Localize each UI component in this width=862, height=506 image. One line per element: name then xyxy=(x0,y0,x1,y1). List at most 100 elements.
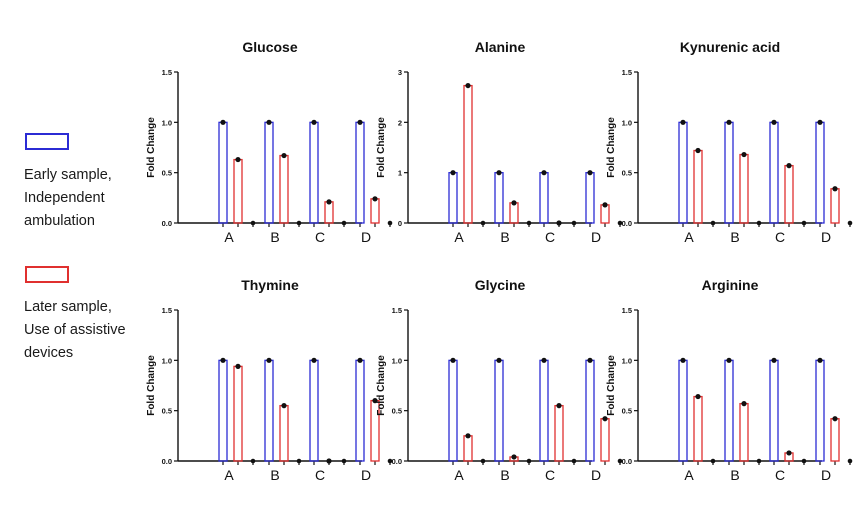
x-tick-label: D xyxy=(821,467,831,483)
point-zero xyxy=(617,220,623,226)
bar-later-C xyxy=(784,164,794,224)
point-early-D xyxy=(817,357,823,363)
point-early-A xyxy=(680,119,686,125)
point-early-A xyxy=(450,357,456,363)
y-tick-label: 0.5 xyxy=(162,169,172,178)
point-later-D xyxy=(372,398,378,404)
point-later-C xyxy=(326,458,332,464)
legend-early-line-3: ambulation xyxy=(24,213,95,229)
bar-later-A xyxy=(463,84,473,224)
point-later-C xyxy=(786,163,792,169)
bar-early-A xyxy=(678,121,688,224)
x-tick-label: B xyxy=(500,229,509,245)
point-later-B xyxy=(511,454,517,460)
bar-later-C xyxy=(324,201,334,224)
legend-later-line-2: Use of assistive xyxy=(24,322,126,338)
point-early-C xyxy=(541,170,547,176)
bar-later-B xyxy=(739,153,749,224)
point-early-A xyxy=(450,170,456,176)
bar-early-A xyxy=(678,359,688,462)
y-tick-label: 1.0 xyxy=(622,118,632,127)
bar-early-B xyxy=(724,121,734,224)
point-zero xyxy=(847,458,853,464)
point-later-A xyxy=(465,433,471,439)
point-zero xyxy=(480,458,486,464)
point-early-B xyxy=(726,357,732,363)
x-tick-label: C xyxy=(315,229,325,245)
bar-later-D xyxy=(830,188,840,224)
legend-swatch-early xyxy=(25,133,69,150)
point-zero xyxy=(250,220,256,226)
chart-title: Alanine xyxy=(475,39,526,55)
point-early-B xyxy=(266,357,272,363)
x-tick-label: A xyxy=(224,229,234,245)
bar-later-C xyxy=(554,404,564,462)
point-zero xyxy=(710,220,716,226)
x-tick-label: A xyxy=(454,467,464,483)
y-tick-label: 1 xyxy=(398,169,402,178)
x-tick-label: D xyxy=(591,229,601,245)
chart-title: Kynurenic acid xyxy=(680,39,780,55)
x-tick-label: C xyxy=(775,467,785,483)
point-later-D xyxy=(832,416,838,422)
bar-later-B xyxy=(509,202,519,224)
point-later-A xyxy=(235,156,241,163)
point-early-B xyxy=(496,170,502,176)
point-zero xyxy=(296,458,302,464)
point-zero xyxy=(387,220,393,226)
y-tick-label: 1.5 xyxy=(622,306,632,315)
y-tick-label: 0 xyxy=(398,219,402,228)
y-axis-label: Fold Change xyxy=(376,355,387,416)
bar-early-A xyxy=(218,359,228,462)
point-early-C xyxy=(541,357,547,363)
point-later-B xyxy=(281,152,287,159)
y-tick-label: 0.5 xyxy=(162,407,172,416)
y-tick-label: 1.0 xyxy=(622,356,632,365)
y-axis-label: Fold Change xyxy=(606,355,617,416)
bar-early-A xyxy=(448,359,458,462)
chart-glycine: Glycine Fold Change 0.0 0.5 1.0 1.5 A B C D xyxy=(376,277,623,483)
x-tick-label: C xyxy=(545,229,555,245)
point-early-A xyxy=(220,119,226,125)
y-axis-label: Fold Change xyxy=(146,117,157,178)
y-tick-label: 2 xyxy=(398,118,402,127)
x-tick-label: B xyxy=(730,229,739,245)
point-zero xyxy=(296,220,302,226)
y-axis-label: Fold Change xyxy=(376,117,387,178)
y-tick-label: 1.5 xyxy=(162,306,172,315)
point-early-B xyxy=(496,357,502,363)
legend-later-line-1: Later sample, xyxy=(24,299,112,315)
x-tick-label: A xyxy=(224,467,234,483)
x-tick-label: A xyxy=(684,467,694,483)
x-tick-label: B xyxy=(500,467,509,483)
y-axis-label: Fold Change xyxy=(146,355,157,416)
legend-later-line-3: devices xyxy=(24,345,74,361)
point-zero xyxy=(480,220,486,226)
chart-title: Glycine xyxy=(475,277,526,293)
chart-thymine: Thymine Fold Change 0.0 0.5 1.0 1.5 A B C D xyxy=(146,277,393,483)
bar-later-B xyxy=(739,402,749,462)
point-zero xyxy=(801,220,807,226)
legend-early-line-1: Early sample, xyxy=(24,167,112,183)
point-early-D xyxy=(587,170,593,176)
y-tick-label: 1.0 xyxy=(162,356,172,365)
bar-later-A xyxy=(693,149,703,224)
point-later-D xyxy=(602,416,608,422)
bar-early-B xyxy=(264,359,274,462)
y-tick-label: 1.0 xyxy=(392,356,402,365)
bar-early-C xyxy=(769,359,779,462)
point-zero xyxy=(571,220,577,226)
point-early-A xyxy=(680,357,686,363)
bar-early-D xyxy=(815,121,825,224)
legend-label-early: Early sample, Independent ambulation xyxy=(24,164,112,233)
point-zero xyxy=(387,458,393,464)
y-tick-label: 0.0 xyxy=(162,457,172,466)
point-later-C xyxy=(556,220,562,226)
point-zero xyxy=(756,220,762,226)
chart-title: Thymine xyxy=(241,277,299,293)
point-zero xyxy=(801,458,807,464)
point-early-D xyxy=(357,119,363,125)
point-later-C xyxy=(786,450,792,456)
point-later-C xyxy=(326,199,332,205)
point-later-B xyxy=(741,151,747,158)
